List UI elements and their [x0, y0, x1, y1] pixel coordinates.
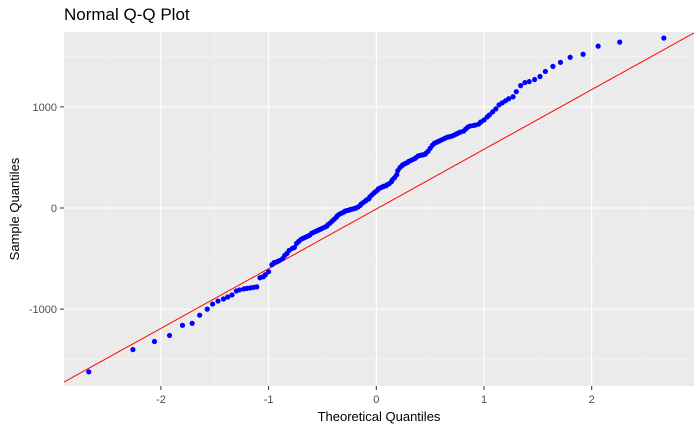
data-point	[567, 54, 573, 60]
data-point	[394, 172, 400, 178]
data-point	[595, 43, 601, 49]
data-point	[86, 369, 92, 375]
x-tick-label: 0	[373, 394, 379, 406]
data-point	[197, 312, 203, 318]
y-axis-title: Sample Quantiles	[7, 157, 22, 260]
x-tick-label: -1	[264, 394, 274, 406]
data-point	[510, 94, 516, 100]
data-point	[518, 83, 524, 89]
x-axis-title: Theoretical Quantiles	[318, 409, 441, 424]
data-point	[513, 89, 519, 95]
data-point	[266, 269, 272, 275]
data-point	[542, 68, 548, 75]
data-point	[557, 59, 564, 65]
data-point	[506, 96, 512, 102]
data-point	[130, 346, 136, 353]
y-axis-ticks: -1000 0 1000	[29, 102, 64, 316]
data-point	[580, 51, 586, 57]
data-point	[537, 73, 543, 80]
data-point	[204, 306, 210, 312]
data-point	[532, 76, 538, 83]
data-point	[550, 63, 556, 69]
data-point	[617, 39, 623, 45]
data-point	[151, 338, 158, 345]
y-tick-label: 1000	[33, 102, 57, 114]
data-point	[189, 320, 195, 326]
data-point	[254, 284, 260, 290]
data-point	[291, 244, 298, 251]
data-point	[661, 35, 667, 41]
data-point	[179, 322, 186, 328]
data-point	[166, 332, 173, 339]
x-axis-ticks: -2 -1 0 1 2	[156, 386, 595, 406]
data-point	[225, 294, 231, 300]
qq-reference-line	[64, 32, 694, 383]
minor-gridlines	[64, 32, 694, 386]
data-point	[220, 296, 226, 302]
x-tick-label: -2	[156, 394, 166, 406]
data-point	[215, 298, 221, 304]
data-point	[526, 78, 532, 85]
data-point	[522, 79, 528, 86]
data-point	[236, 287, 243, 293]
y-tick-label: 0	[51, 203, 57, 215]
x-tick-label: 1	[481, 394, 487, 406]
chart-title: Normal Q-Q Plot	[64, 5, 190, 24]
data-point	[210, 301, 216, 307]
y-tick-label: -1000	[29, 304, 57, 316]
x-tick-label: 2	[589, 394, 595, 406]
data-point	[229, 292, 235, 298]
data-point	[493, 106, 499, 112]
